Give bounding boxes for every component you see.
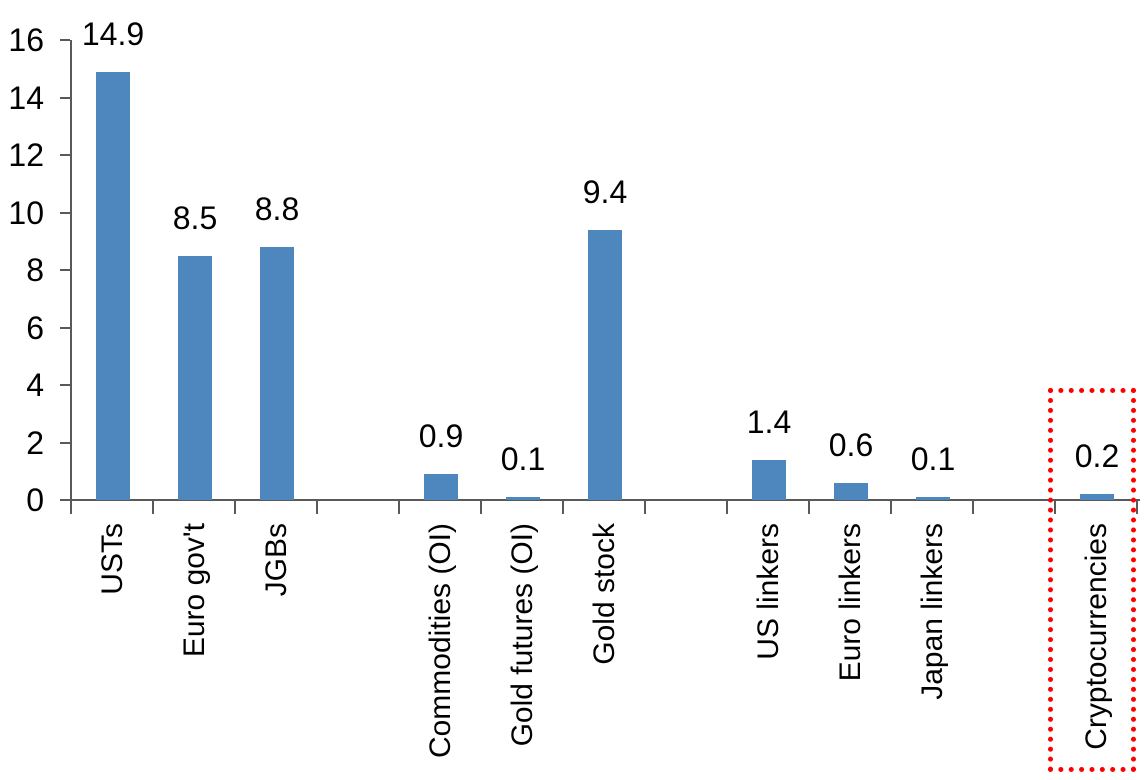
bar-jgbs — [260, 247, 294, 500]
bar-commodities-oi — [424, 474, 458, 500]
x-axis-tick — [890, 501, 892, 514]
y-axis-tick — [60, 441, 70, 444]
bar-value-label: 14.9 — [81, 15, 145, 52]
y-tick-label: 10 — [8, 194, 44, 231]
x-tick-label-gold-futures-oi: Gold futures (OI) — [506, 523, 539, 747]
y-tick-label: 8 — [26, 252, 44, 288]
bar-value-label: 8.8 — [254, 191, 300, 227]
y-tick-label: 0 — [26, 482, 44, 518]
y-tick-label: 14 — [8, 79, 44, 116]
y-axis — [70, 40, 72, 501]
bar-value-label: 1.4 — [746, 403, 792, 440]
bar-euro-linkers — [834, 482, 868, 500]
x-axis-tick — [234, 501, 236, 514]
x-axis-tick — [1054, 501, 1056, 514]
bar-value-label: 0.9 — [418, 418, 464, 455]
y-tick-label: 12 — [8, 137, 44, 173]
bar-usts — [96, 71, 130, 500]
x-axis-tick — [1136, 501, 1138, 514]
x-axis-tick — [480, 501, 482, 514]
x-axis-tick — [398, 501, 400, 514]
bar-cryptocurrencies — [1080, 494, 1114, 500]
x-tick-label-jgbs: JGBs — [260, 523, 293, 597]
y-axis-tick — [60, 269, 70, 271]
x-axis-tick — [562, 501, 564, 514]
x-axis-tick — [644, 501, 646, 514]
bar-value-label: 9.4 — [582, 173, 628, 210]
bar-japan-linkers — [916, 497, 950, 500]
x-axis — [60, 499, 1140, 501]
cryptocurrencies-highlight-box — [1048, 388, 1136, 772]
x-axis-tick — [316, 501, 318, 514]
bar-value-label: 8.5 — [172, 199, 218, 236]
y-axis-tick — [60, 499, 70, 501]
bar-value-label: 0.6 — [828, 426, 874, 463]
y-axis-tick — [60, 211, 70, 214]
bar-us-linkers — [752, 459, 786, 500]
bar-value-label: 0.1 — [500, 441, 546, 478]
x-tick-label-gold-stock: Gold stock — [588, 523, 621, 665]
bar-gold-futures-oi — [506, 497, 540, 500]
x-tick-label-us-linkers: US linkers — [752, 523, 785, 660]
y-axis-tick — [60, 154, 70, 156]
y-axis-tick — [60, 326, 70, 329]
x-tick-label-usts: USTs — [96, 523, 129, 595]
x-axis-tick — [808, 501, 810, 514]
x-axis-tick — [152, 501, 154, 514]
x-axis-tick — [726, 501, 728, 514]
y-axis-tick — [60, 96, 70, 99]
y-tick-label: 6 — [26, 309, 44, 346]
x-tick-label-euro-gov-t: Euro gov't — [178, 523, 211, 658]
x-axis-tick — [70, 501, 72, 514]
bar-euro-gov-t — [178, 255, 212, 500]
bar-gold-stock — [588, 229, 622, 500]
x-tick-label-japan-linkers: Japan linkers — [916, 523, 949, 700]
bar-value-label: 0.2 — [1074, 438, 1120, 475]
y-tick-label: 16 — [8, 22, 44, 58]
x-axis-tick — [972, 501, 974, 514]
x-tick-label-euro-linkers: Euro linkers — [834, 523, 867, 682]
y-tick-label: 2 — [26, 424, 44, 461]
y-axis-tick — [60, 39, 70, 41]
y-axis-tick — [60, 384, 70, 386]
x-tick-label-commodities-oi: Commodities (OI) — [424, 523, 457, 759]
bar-value-label: 0.1 — [910, 441, 956, 478]
y-tick-label: 4 — [26, 367, 44, 403]
